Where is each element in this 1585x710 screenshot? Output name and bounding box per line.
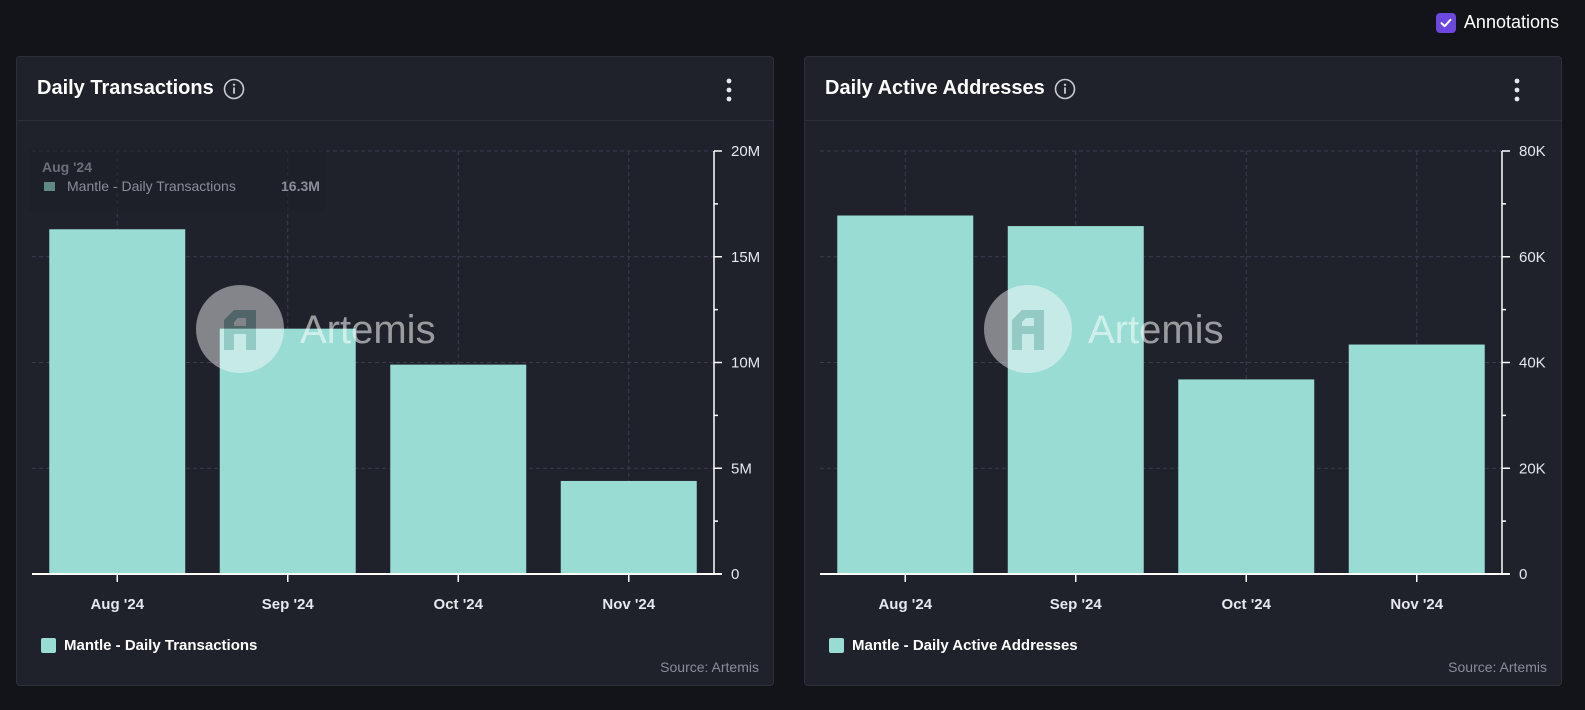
more-options-icon[interactable] [1511, 77, 1523, 103]
bar-nov-24[interactable] [1348, 344, 1485, 574]
annotations-label: Annotations [1463, 12, 1559, 32]
bar-aug-24[interactable] [49, 229, 186, 574]
artemis-watermark-logo [984, 285, 1072, 373]
y-tick-label: 5M [731, 460, 752, 477]
chart-card-daily-transactions: Daily Transactions Artemis Aug '24 Sep '24… [16, 56, 774, 686]
more-options-icon[interactable] [723, 77, 735, 103]
source-note: Source: Artemis [1448, 659, 1547, 675]
y-tick-label: 10M [731, 355, 760, 372]
card-title: Daily Active Addresses [825, 77, 1045, 99]
x-tick-label: Sep '24 [1050, 596, 1103, 613]
y-tick-label: 20M [731, 143, 760, 160]
x-tick-label: Oct '24 [434, 596, 484, 613]
legend-item[interactable]: Mantle - Daily Transactions [41, 637, 257, 654]
x-tick-label: Nov '24 [602, 596, 655, 613]
tooltip-value: 16.3M [281, 178, 320, 194]
tooltip-swatch [44, 182, 55, 191]
legend-label: Mantle - Daily Transactions [64, 637, 258, 654]
watermark-glyph [1012, 310, 1044, 350]
bar-nov-24[interactable] [560, 480, 697, 574]
card-header: Daily Active Addresses [805, 57, 1561, 121]
source-name: Artemis [711, 659, 759, 675]
y-tick-label: 80K [1519, 143, 1546, 160]
y-tick-label: 60K [1519, 249, 1546, 266]
watermark-glyph [224, 310, 256, 350]
x-tick-label: Aug '24 [878, 596, 932, 613]
legend-item[interactable]: Mantle - Daily Active Addresses [829, 637, 1078, 654]
tooltip-title: Aug '24 [42, 159, 93, 175]
bar-oct-24[interactable] [390, 364, 527, 574]
bar-oct-24[interactable] [1178, 379, 1315, 574]
legend-swatch [829, 638, 844, 653]
x-tick-label: Oct '24 [1222, 596, 1272, 613]
watermark-text: Artemis [300, 308, 436, 352]
legend-label: Mantle - Daily Active Addresses [852, 637, 1078, 654]
watermark-circle [196, 285, 284, 373]
watermark-text: Artemis [1088, 308, 1224, 352]
chart-card-daily-active-addresses: Daily Active Addresses Artemis Aug '24 Sep… [804, 56, 1562, 686]
x-tick-label: Nov '24 [1390, 596, 1443, 613]
bar-aug-24[interactable] [837, 215, 974, 574]
y-tick-label: 15M [731, 249, 760, 266]
card-header: Daily Transactions [17, 57, 773, 121]
info-icon[interactable] [1054, 78, 1076, 100]
legend-swatch [41, 638, 56, 653]
bar-chart: Artemis Aug '24 Sep '24 Oct '24 Nov '24 0 5M 10… [32, 143, 760, 613]
card-title: Daily Transactions [37, 77, 214, 99]
x-tick-label: Aug '24 [90, 596, 144, 613]
y-tick-label: 40K [1519, 355, 1546, 372]
source-prefix: Source: [660, 659, 712, 675]
x-tick-label: Sep '24 [262, 596, 315, 613]
chart-tooltip: Aug '24 Mantle - Daily Transactions 16.3… [29, 149, 325, 211]
annotations-toggle[interactable]: Annotations [1435, 12, 1559, 33]
y-tick-label: 0 [731, 566, 739, 583]
y-tick-label: 0 [1519, 566, 1527, 583]
bar-sep-24[interactable] [219, 328, 356, 574]
info-icon[interactable] [223, 78, 245, 100]
annotations-checkbox[interactable] [1435, 12, 1456, 33]
checkmark-icon [1440, 18, 1452, 27]
bar-chart: Artemis Aug '24 Sep '24 Oct '24 Nov '24 0 20K 4… [820, 143, 1546, 613]
watermark-circle [984, 285, 1072, 373]
tooltip-series-label: Mantle - Daily Transactions [67, 178, 236, 194]
bar-sep-24[interactable] [1007, 226, 1144, 574]
source-note: Source: Artemis [660, 659, 759, 675]
source-prefix: Source: [1448, 659, 1500, 675]
y-tick-label: 20K [1519, 460, 1546, 477]
top-bar: Annotations [0, 0, 1585, 50]
artemis-watermark-logo [196, 285, 284, 373]
source-name: Artemis [1499, 659, 1547, 675]
